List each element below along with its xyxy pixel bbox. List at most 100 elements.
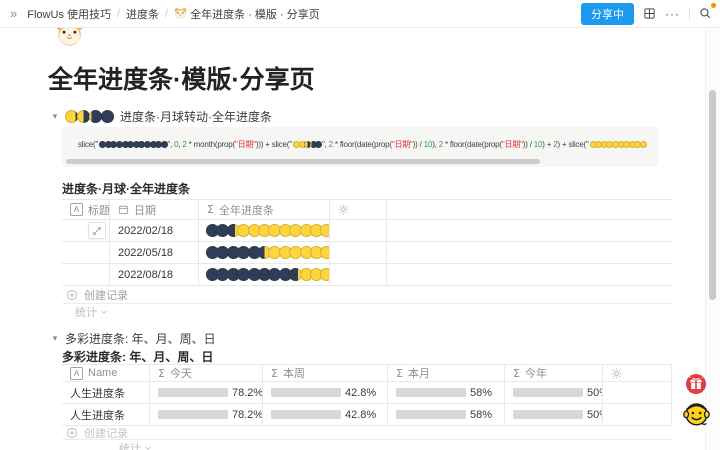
column-header-formula-field[interactable]: Σ 今天	[150, 365, 263, 382]
title-cell[interactable]	[62, 242, 110, 264]
moon-icon	[216, 224, 230, 237]
sidebar-expand-icon[interactable]: »	[10, 6, 18, 21]
search-icon[interactable]	[699, 7, 712, 20]
moon-icon	[65, 110, 78, 123]
column-header-text-field[interactable]: A 标题	[62, 200, 110, 220]
moon-icon	[258, 246, 272, 259]
column-header-formula-field[interactable]: Σ 全年进度条	[199, 200, 330, 220]
moon-icon	[247, 246, 261, 259]
formula-text: slice(" ", 0, 2 * month(prop("日期"))) + sl…	[78, 139, 648, 150]
breadcrumb-item[interactable]: 进度条	[126, 6, 159, 22]
gift-button[interactable]	[686, 374, 706, 394]
toggle-moon-section[interactable]: ▾ 进度条·月球转动·全年进度条	[50, 108, 272, 125]
row-filler	[387, 242, 672, 264]
moon-icon	[595, 141, 603, 149]
moon-icon	[304, 141, 312, 149]
date-cell[interactable]: 2022/08/18	[110, 264, 199, 286]
horizontal-scrollbar-thumb[interactable]	[66, 159, 540, 164]
stats-row: 统计	[62, 304, 672, 320]
empty-cell	[330, 242, 387, 264]
formula-number: 10	[423, 140, 433, 149]
progress-track	[271, 410, 341, 419]
title-cell[interactable]	[62, 220, 110, 242]
stats-button[interactable]: 统计	[62, 304, 108, 320]
breadcrumb-item[interactable]: 全年进度条 · 模版 · 分享页	[174, 6, 320, 22]
moon-icon	[226, 246, 240, 259]
moon-icon	[110, 141, 118, 149]
vertical-scrollbar-thumb[interactable]	[709, 90, 716, 300]
column-header-formula-field[interactable]: Σ 本月	[388, 365, 505, 382]
moon-icon	[299, 268, 313, 281]
column-header-formula-field[interactable]: Σ 本周	[263, 365, 388, 382]
progress-cell[interactable]: 42.8%	[263, 382, 388, 404]
toggle-triangle-icon[interactable]: ▾	[52, 111, 58, 121]
page-icon-hamster[interactable]	[55, 28, 84, 48]
column-header-label: 本月	[407, 368, 430, 380]
year-progress-cell[interactable]	[199, 264, 330, 286]
moon-icon	[299, 224, 313, 237]
progress-cell[interactable]: 50%	[505, 382, 603, 404]
column-header-date-field[interactable]: 日期	[110, 200, 199, 220]
column-header-text-field[interactable]: A Name	[62, 365, 150, 382]
stats-label: 统计	[75, 307, 97, 319]
expand-row-button[interactable]	[88, 222, 106, 239]
support-mascot-button[interactable]	[682, 399, 711, 428]
name-cell[interactable]: 人生进度条	[62, 382, 150, 404]
column-header-label: 本周	[282, 368, 305, 380]
progress-cell[interactable]: 42.8%	[263, 404, 388, 426]
more-icon[interactable]: ···	[665, 6, 680, 21]
progress-cell[interactable]: 78.2%	[150, 404, 263, 426]
table-row: 人生进度条 78.2% 42.8% 58% 50%	[62, 382, 672, 404]
table-view-icon[interactable]	[643, 7, 656, 20]
moon-icon	[292, 141, 300, 149]
add-record-row[interactable]: 创建记录	[62, 286, 672, 304]
table-row: 2022/05/18	[62, 242, 672, 264]
empty-cell	[603, 382, 672, 404]
breadcrumb-item[interactable]: FlowUs 使用技巧	[27, 6, 111, 22]
moon-icon	[320, 224, 329, 237]
date-cell[interactable]: 2022/05/18	[110, 242, 199, 264]
breadcrumb-label: 进度条	[126, 8, 160, 21]
name-cell[interactable]: 人生进度条	[62, 404, 150, 426]
formula-code: ) +	[542, 140, 554, 149]
formula-icon: Σ	[158, 366, 165, 380]
moon-icon	[640, 141, 648, 149]
date-cell[interactable]: 2022/02/18	[110, 220, 199, 242]
moon-icon	[320, 268, 329, 281]
toggle-triangle-icon[interactable]: ▾	[52, 333, 58, 343]
column-header-add[interactable]	[603, 365, 672, 382]
formula-code-block[interactable]: slice(" ", 0, 2 * month(prop("日期"))) + sl…	[62, 127, 658, 167]
year-progress-cell[interactable]	[199, 242, 330, 264]
moon-icon	[315, 141, 323, 149]
progress-track	[158, 410, 228, 419]
progress-cell[interactable]: 58%	[388, 382, 505, 404]
year-progress-cell[interactable]	[199, 220, 330, 242]
progress-bar: 50%	[513, 409, 602, 421]
progress-cell[interactable]: 58%	[388, 404, 505, 426]
column-header-label: 今天	[169, 368, 192, 380]
moon-icon	[237, 268, 251, 281]
share-button[interactable]: 分享中	[581, 2, 634, 25]
progress-cell[interactable]: 50%	[505, 404, 603, 426]
formula-code: slice("	[78, 140, 99, 149]
vertical-scrollbar[interactable]	[705, 28, 720, 450]
column-header-formula-field[interactable]: Σ 今年	[505, 365, 603, 382]
moon-icon	[216, 268, 230, 281]
formula-icon: Σ	[396, 366, 403, 380]
gear-icon	[611, 368, 622, 378]
stats-button[interactable]: 统计	[62, 440, 152, 450]
formula-number: 0	[174, 140, 179, 149]
column-header-add[interactable]	[330, 200, 387, 220]
progress-bar: 78.2%	[158, 409, 262, 421]
formula-number: 2	[182, 140, 187, 149]
moon-icon	[289, 246, 303, 259]
divider	[689, 7, 690, 20]
toggle-colorful-section[interactable]: ▾ 多彩进度条: 年、月、周、日	[50, 330, 216, 347]
add-record-row[interactable]: 创建记录	[62, 426, 672, 440]
progress-cell[interactable]: 78.2%	[150, 382, 263, 404]
table-header-row: A 标题 日期 Σ 全年进度条	[62, 199, 672, 220]
column-header-label: 全年进度条	[218, 204, 274, 217]
title-cell[interactable]	[62, 264, 110, 286]
progress-value: 42.8%	[345, 386, 377, 399]
moon-icon	[289, 268, 303, 281]
